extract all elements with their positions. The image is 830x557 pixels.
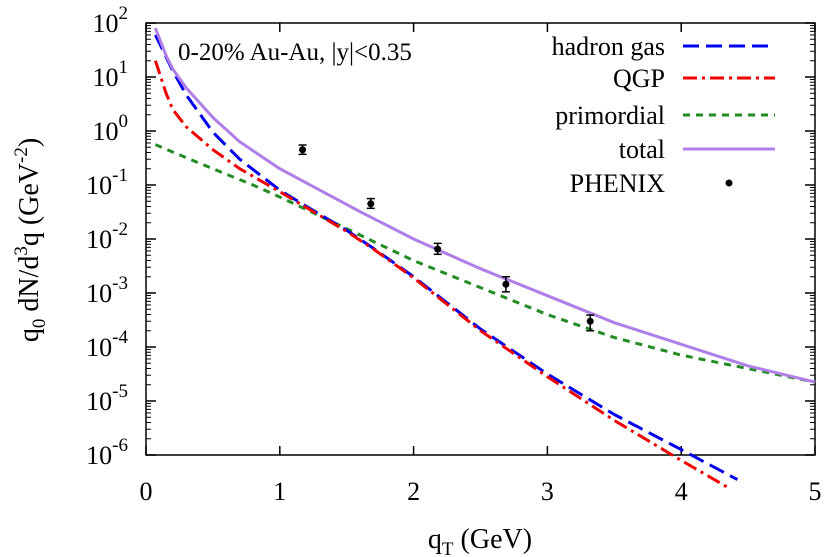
legend-label-qgp: QGP bbox=[613, 64, 665, 93]
y-tick-label: 100 bbox=[93, 111, 129, 146]
series-lines bbox=[153, 27, 816, 489]
y-tick-label: 10-2 bbox=[86, 219, 128, 254]
series-line-primordial bbox=[154, 143, 816, 384]
x-axis-label: qT (GeV) bbox=[428, 524, 532, 557]
legend-label-phenix: PHENIX bbox=[570, 169, 666, 198]
legend: hadron gas QGP primordial total PHENIX bbox=[552, 32, 775, 198]
y-tick-label: 10-6 bbox=[86, 435, 128, 470]
y-tick-label: 10-1 bbox=[86, 165, 128, 200]
legend-label-total: total bbox=[619, 135, 665, 164]
data-point bbox=[502, 280, 510, 288]
data-point bbox=[434, 245, 442, 253]
x-axis-ticks: 0 1 2 3 4 5 bbox=[140, 23, 822, 506]
series-line-hadron-gas bbox=[154, 34, 739, 481]
x-tick-label: 4 bbox=[675, 477, 688, 506]
y-tick-label: 101 bbox=[93, 57, 129, 92]
legend-label-primordial: primordial bbox=[555, 101, 665, 130]
legend-marker-phenix bbox=[725, 179, 733, 187]
y-tick-label: 10-3 bbox=[86, 273, 128, 308]
data-point bbox=[367, 200, 375, 208]
x-tick-label: 1 bbox=[273, 477, 286, 506]
y-tick-label: 10-4 bbox=[86, 327, 128, 362]
data-point bbox=[586, 317, 594, 325]
annotation-text: 0-20% Au-Au, |y|<0.35 bbox=[178, 39, 412, 66]
phenix-points bbox=[298, 144, 595, 332]
legend-label-hadron-gas: hadron gas bbox=[552, 32, 665, 61]
series-line-qgp bbox=[153, 60, 729, 489]
x-tick-label: 5 bbox=[809, 477, 822, 506]
series-line-total bbox=[154, 27, 816, 384]
y-tick-label: 10-5 bbox=[86, 381, 128, 416]
x-tick-label: 0 bbox=[140, 477, 153, 506]
data-point bbox=[299, 146, 307, 154]
plot-frame bbox=[145, 22, 816, 456]
y-axis-ticks: 102 101 100 10-1 10-2 10-3 10-4 10-5 10-6 bbox=[86, 3, 815, 470]
x-tick-label: 3 bbox=[541, 477, 554, 506]
x-tick-label: 2 bbox=[407, 477, 420, 506]
y-axis-label: q0 dN/d3q (GeV-2) bbox=[11, 138, 50, 342]
y-tick-label: 102 bbox=[93, 3, 129, 38]
